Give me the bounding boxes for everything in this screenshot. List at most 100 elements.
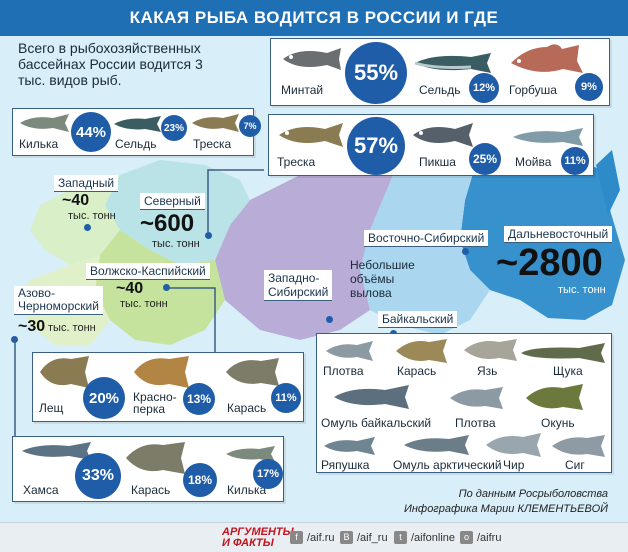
logo-line-2: И ФАКТЫ: [222, 537, 274, 549]
region-dot-west: [84, 224, 91, 231]
fish-name: Хамса: [23, 483, 59, 497]
fish-name: Лещ: [39, 401, 64, 415]
north-fish-box: Треска 57% Пикша 25% Мойва 11%: [268, 114, 594, 176]
siberia-fish-box: Плотва Карась Язь Щука Омуль байкальский…: [316, 333, 612, 473]
fish-name: Карась: [131, 483, 171, 497]
cod-fish-icon: [279, 123, 343, 147]
fish-name: Окунь: [541, 416, 575, 430]
roach-fish-icon: [450, 387, 503, 409]
region-dot-north: [205, 232, 212, 239]
social-handle: /aifonline: [411, 531, 456, 544]
azov-leader-line: [14, 340, 16, 436]
social-vk[interactable]: B/aif_ru: [340, 531, 388, 544]
fish-name: Мойва: [515, 155, 552, 169]
fish-name: Пикша: [419, 155, 456, 169]
volga-region: [95, 230, 225, 345]
haddock-fish-icon: [413, 123, 473, 147]
social-odnoklassniki[interactable]: o/aifru: [460, 531, 501, 544]
fish-name: Плотва: [323, 364, 364, 378]
west-region: [30, 175, 120, 265]
fish-name: Горбуша: [509, 83, 557, 97]
percent-badge: 11%: [271, 383, 301, 413]
percent-badge: 18%: [183, 463, 217, 497]
sprat-fish-icon: [226, 446, 275, 462]
source-note: По данным Росрыболовства: [458, 488, 608, 500]
fish-name: Килька: [19, 137, 59, 151]
author-credit: Инфографика Марии КЛЕМЕНТЬЕВОЙ: [403, 503, 608, 515]
percent-badge: 11%: [561, 147, 589, 175]
crucian-fish-icon: [396, 339, 447, 363]
fish-name: Карась: [397, 364, 437, 378]
fish-name: Красно- перка: [133, 390, 177, 416]
sprat-fish-icon: [20, 114, 69, 132]
page-title: КАКАЯ РЫБА ВОДИТСЯ В РОССИИ И ГДЕ: [0, 0, 628, 36]
region-label-volga: Волжско-Каспийский: [86, 263, 210, 280]
fish-name: Сельдь: [419, 83, 461, 97]
region-amount-west: ~40: [62, 192, 90, 209]
region-dot-east-siberia: [462, 248, 469, 255]
rudd-fish-icon: [134, 356, 189, 388]
region-dot-west-siberia: [326, 316, 333, 323]
percent-badge: 13%: [183, 383, 215, 415]
percent-badge: 33%: [75, 453, 121, 499]
percent-badge: 44%: [71, 112, 111, 152]
fish-name: Треска: [193, 137, 232, 151]
ide-fish-icon: [464, 339, 517, 361]
percent-badge: 23%: [161, 115, 187, 141]
region-amount-north: ~600: [140, 210, 195, 237]
fish-name: Плотва: [455, 416, 496, 430]
broad-whitefish-fish-icon: [486, 433, 541, 457]
capelin-fish-icon: [513, 128, 583, 146]
region-label-west: Западный: [54, 175, 119, 192]
perch-fish-icon: [526, 384, 583, 410]
region-label-north: Северный: [140, 193, 205, 210]
anchovy-fish-icon: [22, 442, 91, 460]
social-facebook[interactable]: f/aif.ru: [290, 531, 335, 544]
region-unit-azov: тыс. тонн: [48, 322, 96, 334]
pink-salmon-fish-icon: [511, 44, 583, 73]
region-dot-volga: [163, 284, 170, 291]
fish-name: Омуль арктический: [393, 458, 502, 472]
pollock-fish-icon: [283, 48, 341, 70]
footer-bar: АРГУМЕНТЫ И ФАКТЫ f/aif.ru B/aif_ru t/ai…: [0, 522, 628, 552]
social-twitter[interactable]: t/aifonline: [394, 531, 455, 544]
percent-badge: 17%: [253, 459, 283, 489]
region-amount-volga: ~40: [116, 280, 144, 297]
region-unit-north: тыс. тонн: [152, 238, 200, 250]
cod-fish-icon: [192, 114, 239, 132]
herring-fish-icon: [114, 116, 161, 132]
far-east-fish-box: Минтай 55% Сельдь 12% Горбуша 9%: [270, 38, 610, 106]
arctic-omul-fish-icon: [404, 435, 469, 455]
region-unit-west: тыс. тонн: [68, 210, 116, 222]
crucian-fish-icon: [226, 358, 279, 386]
aif-logo[interactable]: АРГУМЕНТЫ И ФАКТЫ: [222, 527, 294, 549]
herring-fish-icon: [414, 53, 491, 73]
volga-fish-box: Лещ 20% Красно- перка 13% Карась 11%: [32, 352, 304, 422]
crucian-fish-icon: [126, 442, 185, 474]
logo-line-1: АРГУМЕНТЫ: [222, 526, 294, 538]
percent-badge: 20%: [83, 377, 125, 419]
volga-leader-line: [167, 287, 216, 358]
intro-text: Всего в рыбохозяйственных бассейнах Росс…: [18, 40, 203, 88]
social-handle: /aif.ru: [307, 531, 335, 544]
whitefish-fish-icon: [552, 435, 605, 457]
odnoklassniki-icon: o: [460, 531, 473, 544]
west-fish-box: Килька 44% Сельдь 23% Треска 7%: [12, 108, 261, 156]
fish-name: Сельдь: [115, 137, 157, 151]
west-siberia-region: [215, 170, 395, 340]
fish-name: Язь: [477, 364, 498, 378]
region-label-east-siberia: Восточно-Сибирский: [364, 230, 489, 247]
fish-name: Омуль байкальский: [321, 416, 432, 430]
percent-badge: 55%: [345, 42, 407, 104]
region-amount-azov: ~30: [18, 318, 46, 335]
twitter-icon: t: [394, 531, 407, 544]
pike-fish-icon: [521, 343, 605, 363]
north-leader-line: [207, 169, 264, 232]
region-label-baikal: Байкальский: [378, 311, 458, 328]
percent-badge: 12%: [469, 73, 499, 103]
region-unit-volga: тыс. тонн: [120, 298, 168, 310]
fish-name: Минтай: [281, 83, 324, 97]
social-handle: /aifru: [477, 531, 502, 544]
region-label-azov: Азово- Черноморский: [14, 286, 103, 315]
